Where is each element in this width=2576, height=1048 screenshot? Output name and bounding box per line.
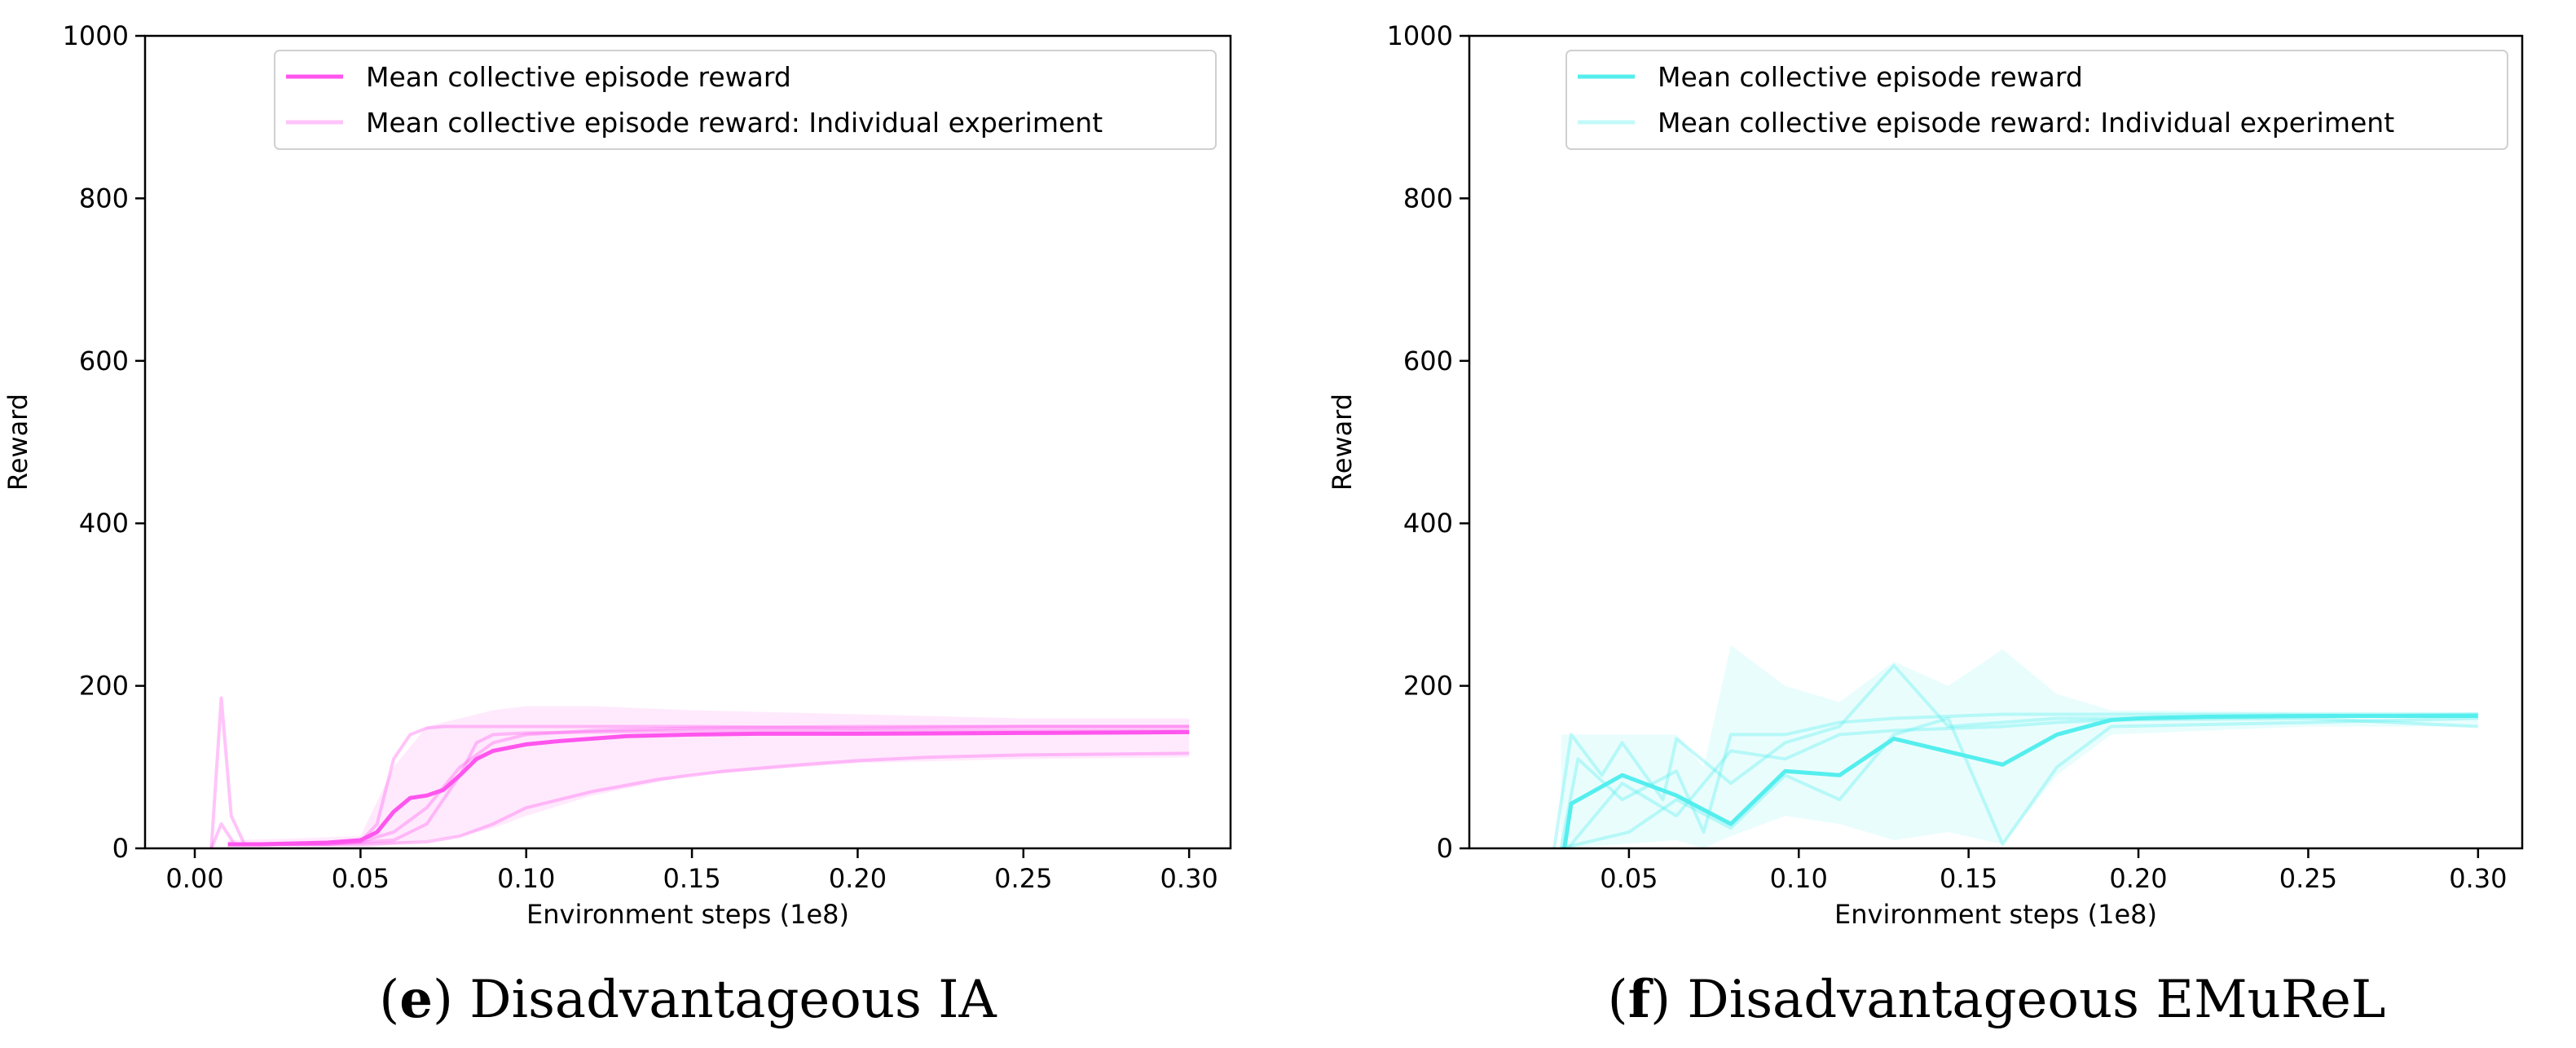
individual-experiment-line [1561,716,2478,848]
panel-caption: (f) Disadvantageous EMuReL [1608,969,2386,1030]
caption-paren-close: ) [433,970,469,1030]
x-tick-label: 0.05 [332,863,390,894]
legend-box [274,50,1217,150]
x-axis-label: Environment steps (1e8) [1834,899,2157,930]
x-tick-label: 0.05 [1600,863,1658,894]
y-tick-label: 0 [112,833,129,864]
x-tick-label: 0.30 [1160,863,1218,894]
panel-caption: (e) Disadvantageous IA [379,969,997,1030]
individual-experiment-line [1552,663,2478,848]
caption-letter: f [1628,969,1653,1030]
confidence-band [1561,645,2478,848]
axes-frame [1468,34,2524,850]
x-tick-label: 0.10 [497,863,555,894]
mean-reward-line [227,729,1190,847]
caption-text: Disadvantageous IA [469,970,997,1030]
y-tick-label: 600 [79,346,129,376]
confidence-band [227,706,1190,848]
x-tick-label: 0.30 [2449,863,2507,894]
plot-area [1552,645,2478,848]
y-tick-label: 200 [79,671,129,702]
x-tick-label: 0.10 [1770,863,1828,894]
y-tick-label: 200 [1403,671,1453,702]
legend-label-individual: Mean collective episode reward: Individu… [1658,107,2394,139]
individual-experiment-line [1559,712,2478,848]
y-tick-label: 800 [79,183,129,214]
plot-area [209,696,1190,848]
legend: Mean collective episode reward Mean colle… [274,50,1217,150]
individual-experiment-line [227,751,1190,847]
x-tick-label: 0.15 [663,863,720,894]
y-axis-label: Reward [1327,394,1358,491]
y-tick-label: 800 [1403,183,1453,214]
y-tick-label: 0 [1437,833,1453,864]
panel-f: 0 200 400 600 800 1000 0.05 0.10 0.15 0.20 0.25 0.3… [1327,20,2524,1030]
mean-reward-line [1562,713,2478,848]
x-tick-label: 0.25 [994,863,1052,894]
x-tick-label: 0.20 [829,863,887,894]
caption-paren-close: ) [1650,970,1687,1030]
caption-text: Disadvantageous EMuReL [1687,970,2385,1030]
legend-label-mean: Mean collective episode reward [366,61,791,93]
legend-label-individual: Mean collective episode reward: Individu… [366,107,1103,139]
legend-label-mean: Mean collective episode reward [1658,61,2083,93]
individual-experiment-line [209,696,246,848]
y-axis-label: Reward [2,394,33,491]
x-tick-label: 0.00 [165,863,223,894]
legend-box [1565,50,2508,150]
caption-paren-open: ( [379,970,399,1030]
legend: Mean collective episode reward Mean colle… [1565,50,2508,150]
x-tick-label: 0.25 [2279,863,2337,894]
axes-frame [143,34,1232,850]
x-axis-label: Environment steps (1e8) [526,899,849,930]
y-tick-label: 1000 [63,20,129,51]
y-tick-label: 600 [1403,346,1453,376]
panel-e: 0 200 400 600 800 1000 0.00 0.05 0.10 0.15 0.20 0.2… [2,20,1232,1030]
y-tick-label: 1000 [1387,20,1453,51]
individual-experiment-line [227,729,1190,847]
x-tick-label: 0.20 [2109,863,2167,894]
y-tick-label: 400 [79,508,129,539]
caption-letter: e [399,969,433,1030]
caption-paren-open: ( [1608,970,1628,1030]
x-tick-label: 0.15 [1940,863,1997,894]
y-tick-label: 400 [1403,508,1453,539]
